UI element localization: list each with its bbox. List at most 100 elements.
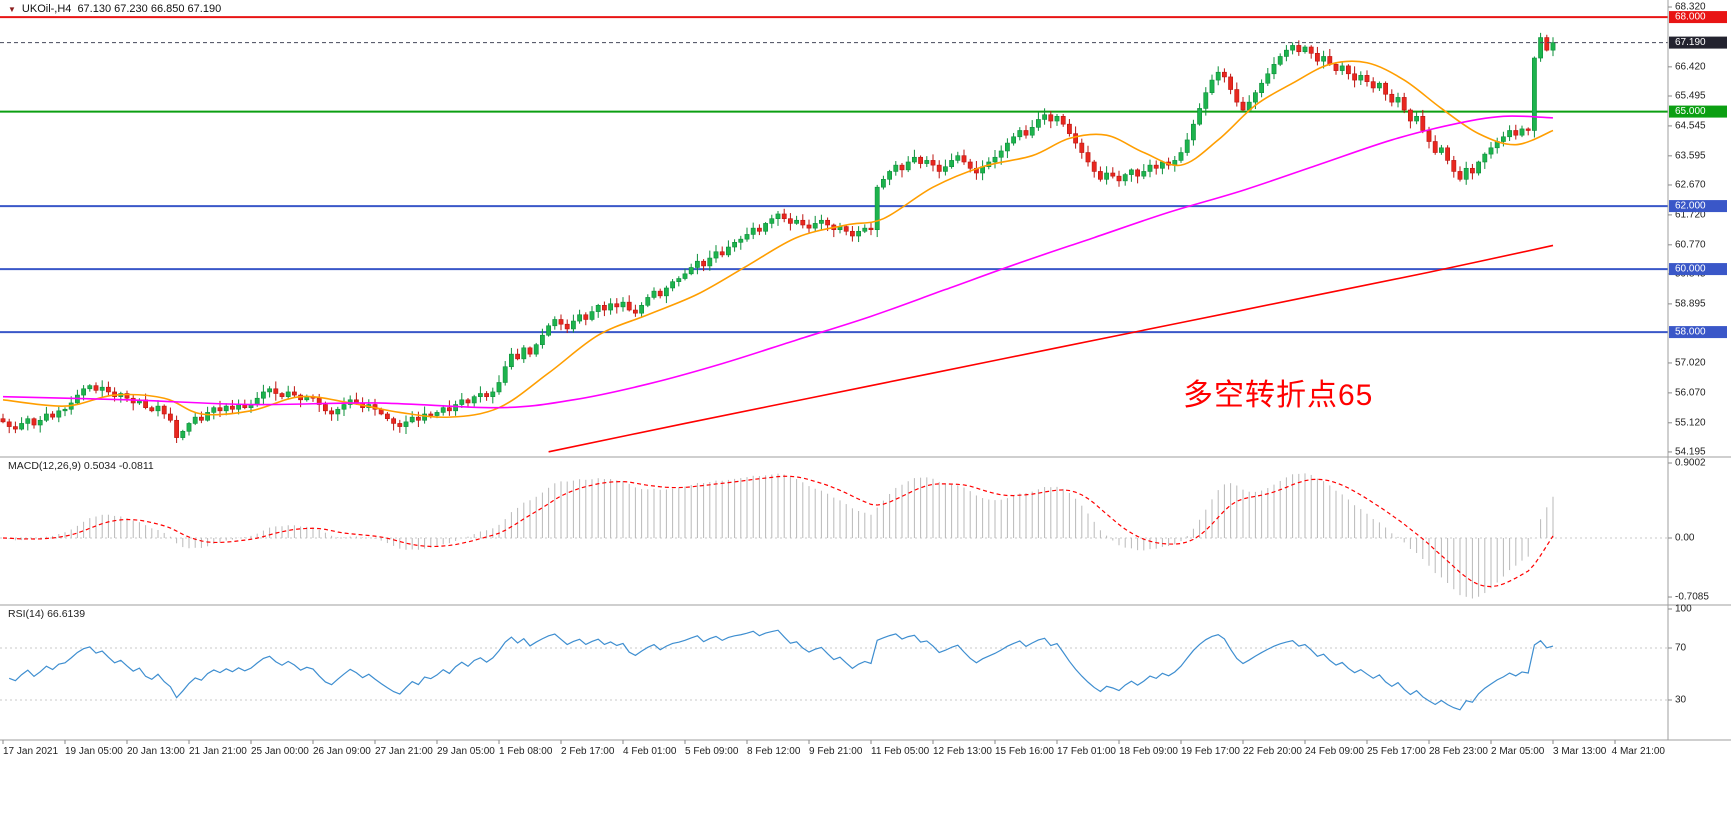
candle	[719, 246, 725, 258]
candle	[1122, 172, 1128, 186]
candle	[645, 294, 651, 308]
x-axis-label: 26 Jan 09:00	[313, 746, 371, 757]
candle	[490, 387, 496, 404]
candle	[800, 214, 806, 229]
level-price-badge: 62.000	[1669, 200, 1727, 213]
candle	[502, 361, 508, 386]
y-axis-label: 58.895	[1675, 298, 1706, 309]
candle	[50, 411, 55, 420]
x-axis-label: 4 Mar 21:00	[1612, 746, 1666, 757]
svg-text:68.000: 68.000	[1675, 12, 1706, 23]
candle	[279, 392, 285, 400]
candle	[180, 429, 186, 441]
candle	[118, 391, 124, 403]
candle	[893, 161, 899, 176]
candle	[769, 214, 775, 229]
candle	[831, 223, 837, 238]
candle	[440, 404, 446, 416]
candle	[694, 253, 700, 275]
candle	[1042, 108, 1047, 125]
svg-text:65.000: 65.000	[1675, 106, 1706, 117]
candle	[1259, 79, 1264, 98]
candle	[1135, 168, 1140, 184]
x-axis-label: 5 Feb 09:00	[685, 746, 739, 757]
candle	[577, 309, 582, 324]
candle	[496, 375, 502, 395]
macd-signal-line	[2, 475, 1554, 588]
candle	[1333, 62, 1339, 75]
candle	[223, 403, 229, 416]
candle	[1129, 168, 1134, 182]
candle	[1240, 97, 1246, 112]
candle	[93, 382, 99, 394]
candle	[1011, 132, 1016, 146]
candle	[707, 250, 713, 271]
candle	[1048, 111, 1054, 129]
candle	[1178, 147, 1184, 163]
ma-mid	[2, 115, 1554, 409]
candle	[137, 398, 142, 405]
candle	[1482, 152, 1488, 169]
candle	[130, 394, 136, 411]
candle	[608, 298, 613, 315]
y-axis-label: 62.670	[1675, 179, 1706, 190]
candle	[1141, 164, 1147, 180]
level-lines[interactable]	[0, 16, 1668, 334]
candle	[1067, 119, 1072, 137]
candle	[657, 288, 663, 299]
candle	[546, 323, 551, 337]
candle	[794, 215, 799, 225]
candle	[508, 347, 514, 370]
candle	[682, 268, 688, 281]
candle	[1060, 114, 1066, 127]
candle	[1321, 50, 1326, 69]
candle	[1302, 45, 1308, 54]
candle	[818, 214, 824, 231]
candle	[1463, 161, 1469, 185]
x-axis-label: 22 Feb 20:00	[1243, 746, 1302, 757]
y-axis-label: 55.120	[1675, 417, 1706, 428]
candle	[298, 393, 303, 408]
ma-slow	[548, 244, 1554, 453]
candle	[992, 149, 998, 169]
candle	[583, 312, 589, 326]
svg-text:67.190: 67.190	[1675, 37, 1706, 48]
rsi-axis-label: 30	[1675, 695, 1687, 706]
candle	[1346, 64, 1351, 80]
candle	[973, 161, 979, 180]
x-axis-label: 18 Feb 09:00	[1119, 746, 1178, 757]
candle	[1116, 170, 1122, 187]
candle	[260, 384, 266, 406]
candle	[1457, 166, 1463, 182]
candle	[843, 225, 849, 236]
candle	[1383, 81, 1388, 101]
x-axis-label: 3 Mar 13:00	[1553, 746, 1607, 757]
y-axis-label: 64.545	[1675, 120, 1706, 131]
level-price-badge: 68.000	[1669, 11, 1727, 24]
candle	[1370, 77, 1376, 93]
candle	[1277, 53, 1283, 67]
x-axis-label: 15 Feb 16:00	[995, 746, 1054, 757]
candle	[1017, 127, 1023, 141]
y-axis-label: 68.320	[1675, 2, 1706, 13]
candle	[763, 222, 768, 235]
candle	[1104, 166, 1109, 185]
candle	[626, 295, 632, 312]
ma-fast	[2, 60, 1554, 419]
candle	[230, 399, 235, 414]
candle	[1029, 120, 1035, 139]
candle	[589, 306, 595, 322]
candle	[291, 386, 297, 398]
current-price-badge: 67.190	[1669, 36, 1727, 49]
candle	[918, 155, 923, 169]
candle	[1284, 45, 1289, 62]
candle	[856, 226, 861, 243]
x-axis-label: 9 Feb 21:00	[809, 746, 863, 757]
candle	[341, 397, 347, 417]
candle	[1432, 135, 1438, 155]
candle	[484, 391, 489, 401]
candle	[1085, 145, 1091, 167]
symbol-dropdown-icon: ▼	[8, 4, 16, 14]
x-axis-label: 25 Jan 00:00	[251, 746, 309, 757]
